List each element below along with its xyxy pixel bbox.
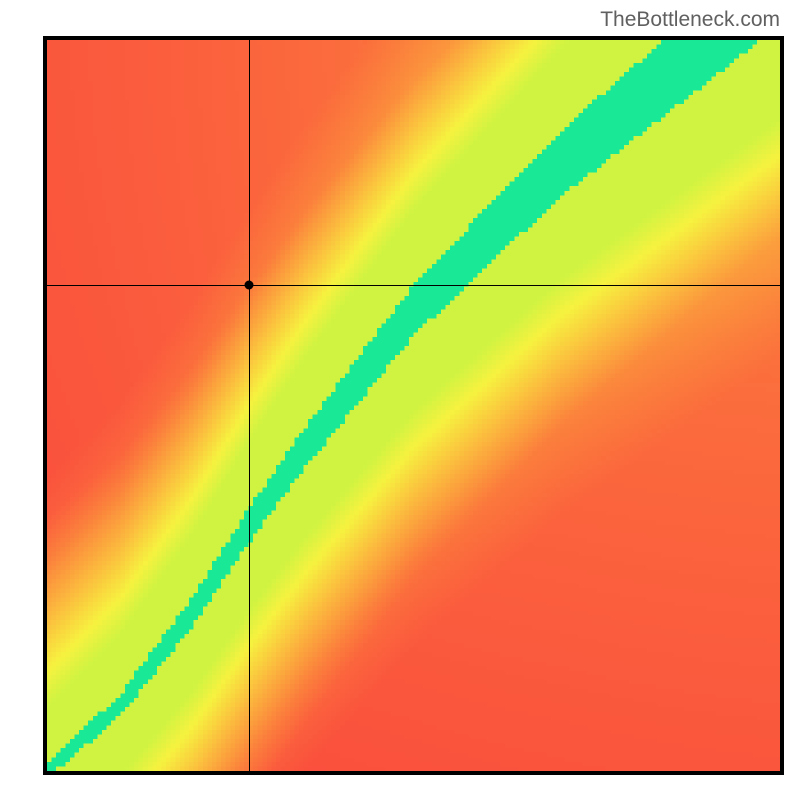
chart-frame	[43, 36, 784, 775]
marker-dot	[244, 280, 253, 289]
watermark-text: TheBottleneck.com	[600, 8, 780, 32]
crosshair-vertical	[249, 40, 250, 771]
chart-plot-area	[47, 40, 780, 771]
heatmap-canvas	[47, 40, 780, 771]
crosshair-horizontal	[47, 285, 780, 286]
chart-container: TheBottleneck.com	[0, 0, 800, 800]
